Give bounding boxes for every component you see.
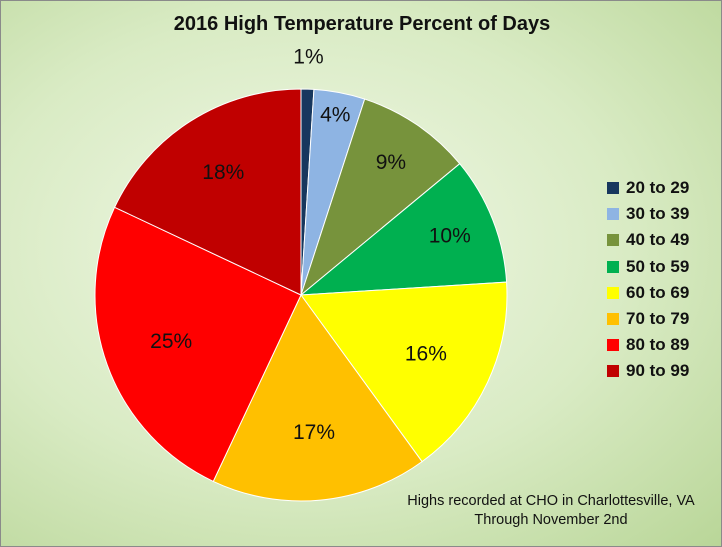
legend-label: 30 to 39	[626, 204, 690, 224]
slice-data-label: 10%	[429, 225, 471, 248]
legend-swatch	[607, 182, 619, 195]
legend-item: 60 to 69	[607, 280, 689, 306]
legend-item: 30 to 39	[607, 201, 689, 227]
pie-slice	[113, 88, 302, 296]
annotation-line: Highs recorded at CHO in Charlottesville…	[407, 493, 695, 509]
pie-slice	[212, 294, 423, 502]
chart-annotation: Highs recorded at CHO in Charlottesville…	[381, 492, 721, 530]
slice-data-label: 17%	[293, 421, 335, 444]
legend-swatch	[607, 286, 619, 299]
legend-swatch	[607, 365, 619, 378]
slice-data-label: 9%	[376, 151, 406, 174]
legend-label: 80 to 89	[626, 335, 690, 355]
pie-slice	[300, 281, 508, 463]
legend-label: 70 to 79	[626, 309, 690, 329]
slice-data-label: 18%	[202, 161, 244, 184]
chart-title: 2016 High Temperature Percent of Days	[173, 13, 551, 35]
legend-item: 20 to 29	[607, 175, 689, 201]
legend-label: 60 to 69	[626, 282, 690, 302]
legend-swatch	[607, 208, 619, 221]
legend-label: 20 to 29	[626, 178, 690, 198]
legend-swatch	[607, 339, 619, 352]
annotation-line: Through November 2nd	[474, 512, 628, 528]
pie-slice	[299, 98, 461, 297]
legend-label: 90 to 99	[626, 361, 690, 381]
legend-swatch	[607, 260, 619, 273]
legend-item: 90 to 99	[607, 358, 689, 384]
legend-swatch	[607, 234, 619, 247]
slice-data-label: 1%	[293, 46, 323, 69]
legend-item: 40 to 49	[607, 227, 689, 253]
pie-slice	[94, 206, 302, 483]
legend-swatch	[607, 313, 619, 326]
legend-label: 50 to 59	[626, 256, 690, 276]
pie-slice	[299, 162, 508, 296]
slice-data-label: 16%	[405, 342, 447, 365]
slice-data-label: 4%	[320, 104, 350, 127]
legend-item: 80 to 89	[607, 332, 689, 358]
legend: 20 to 29 30 to 39 40 to 49 50 to 59 60 t…	[607, 175, 689, 385]
legend-item: 50 to 59	[607, 254, 689, 280]
legend-item: 70 to 79	[607, 306, 689, 332]
legend-label: 40 to 49	[626, 230, 690, 250]
slice-data-label: 25%	[150, 330, 192, 353]
